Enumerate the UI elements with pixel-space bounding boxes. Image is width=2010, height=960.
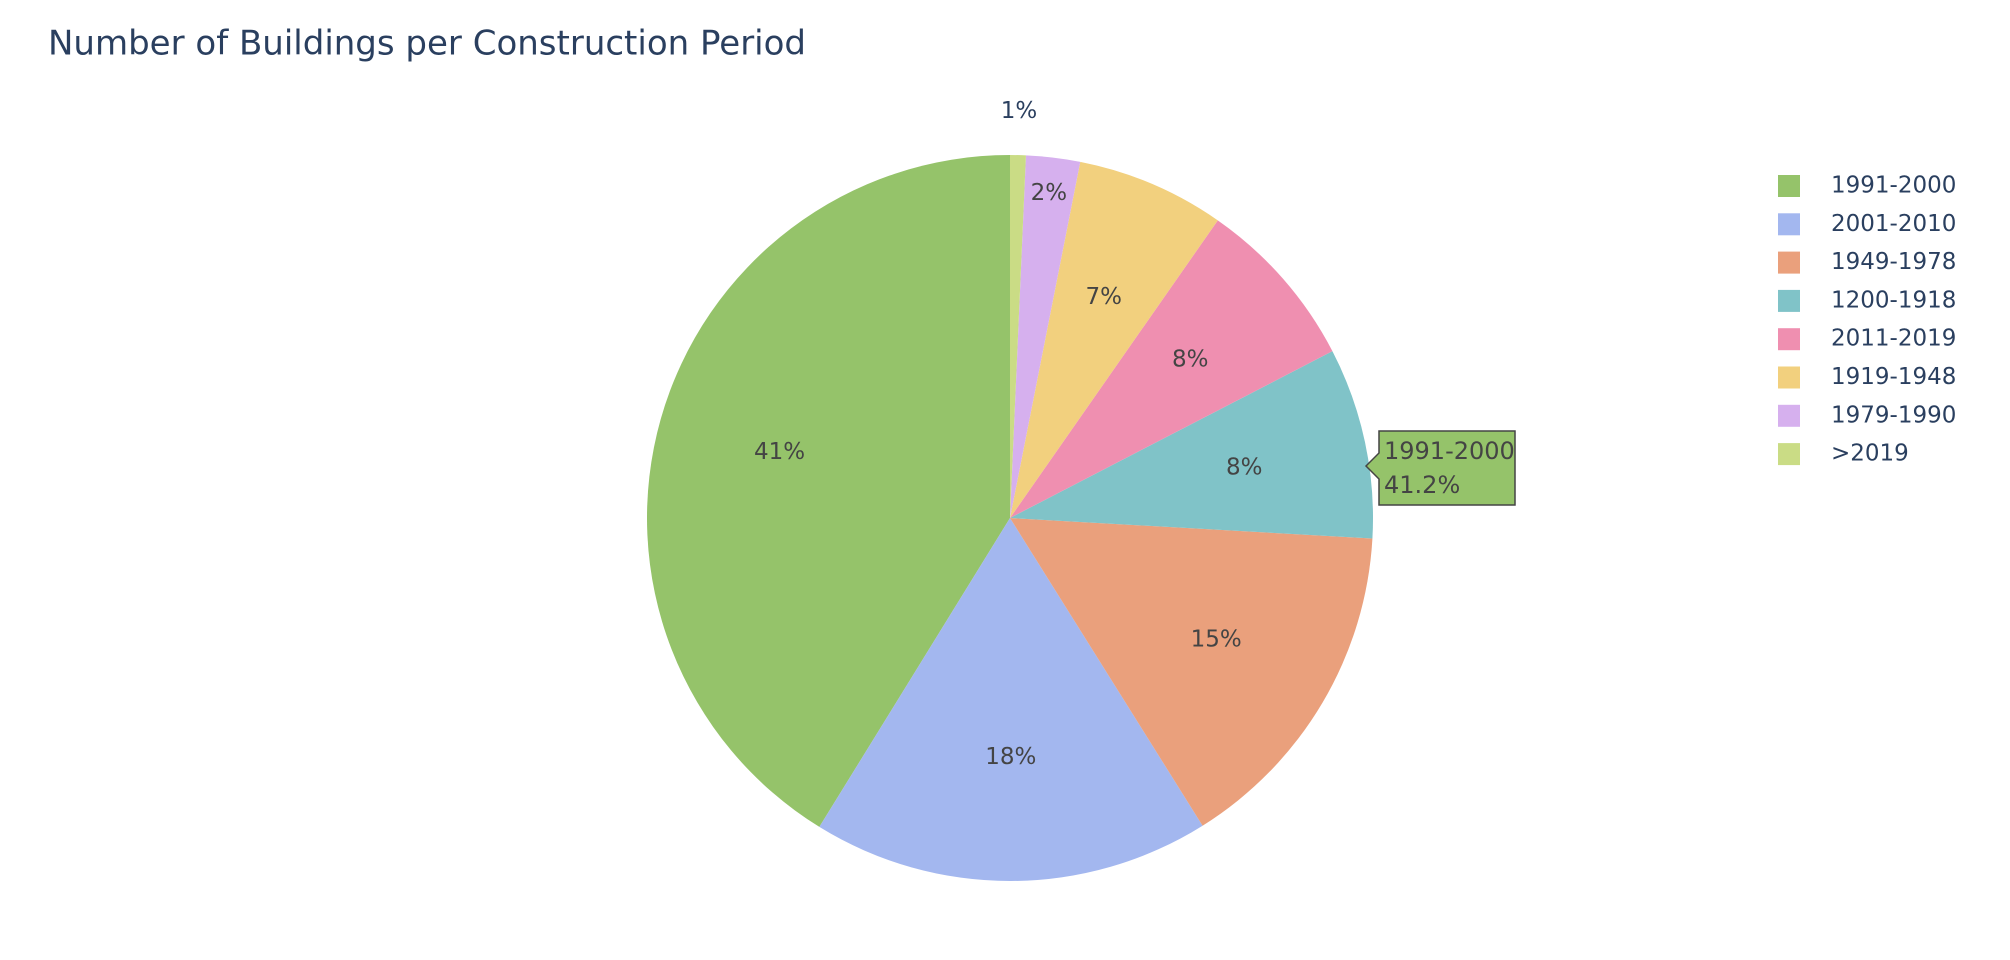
pie-slice <box>1010 161 1218 518</box>
slice-label: 8% <box>1172 347 1209 373</box>
hover-tooltip: 1991-2000 41.2% <box>1364 430 1516 506</box>
legend-label: 1200-1918 <box>1831 287 1956 313</box>
slice-label: 18% <box>985 744 1036 770</box>
pie-slice <box>1010 220 1333 518</box>
pie-slice <box>646 155 1010 827</box>
pie-slice <box>1010 155 1081 518</box>
legend-swatch <box>1778 443 1800 466</box>
legend-swatch <box>1778 328 1800 351</box>
tooltip-box <box>1364 430 1516 506</box>
legend-label: 2001-2010 <box>1831 211 1956 237</box>
tooltip-value: 41.2% <box>1384 471 1460 499</box>
legend-swatch <box>1778 213 1800 236</box>
legend-label: 1919-1948 <box>1831 364 1956 390</box>
chart-title: Number of Buildings per Construction Per… <box>48 24 806 64</box>
legend-swatch <box>1778 404 1800 427</box>
legend-label: 1991-2000 <box>1831 173 1956 199</box>
pie-slice <box>1010 518 1373 826</box>
slice-label: 2% <box>1031 180 1068 206</box>
legend-label: >2019 <box>1831 441 1909 467</box>
tooltip-name: 1991-2000 <box>1384 437 1515 465</box>
legend-swatch <box>1778 175 1800 197</box>
legend-swatch <box>1778 289 1800 312</box>
slice-label: 41% <box>754 439 805 465</box>
slice-label: 7% <box>1086 284 1123 310</box>
pie-slice <box>819 518 1203 881</box>
pie-slice <box>1010 351 1373 539</box>
legend-swatch <box>1778 251 1800 274</box>
legend-label: 1949-1978 <box>1831 249 1956 275</box>
slice-label: 1% <box>1001 98 1038 124</box>
slice-label: 8% <box>1226 454 1263 480</box>
legend-label: 2011-2019 <box>1831 326 1956 352</box>
slice-label: 15% <box>1191 626 1242 652</box>
legend-label: 1979-1990 <box>1831 402 1956 428</box>
legend-swatch <box>1778 366 1800 389</box>
pie-slice <box>1010 155 1026 518</box>
